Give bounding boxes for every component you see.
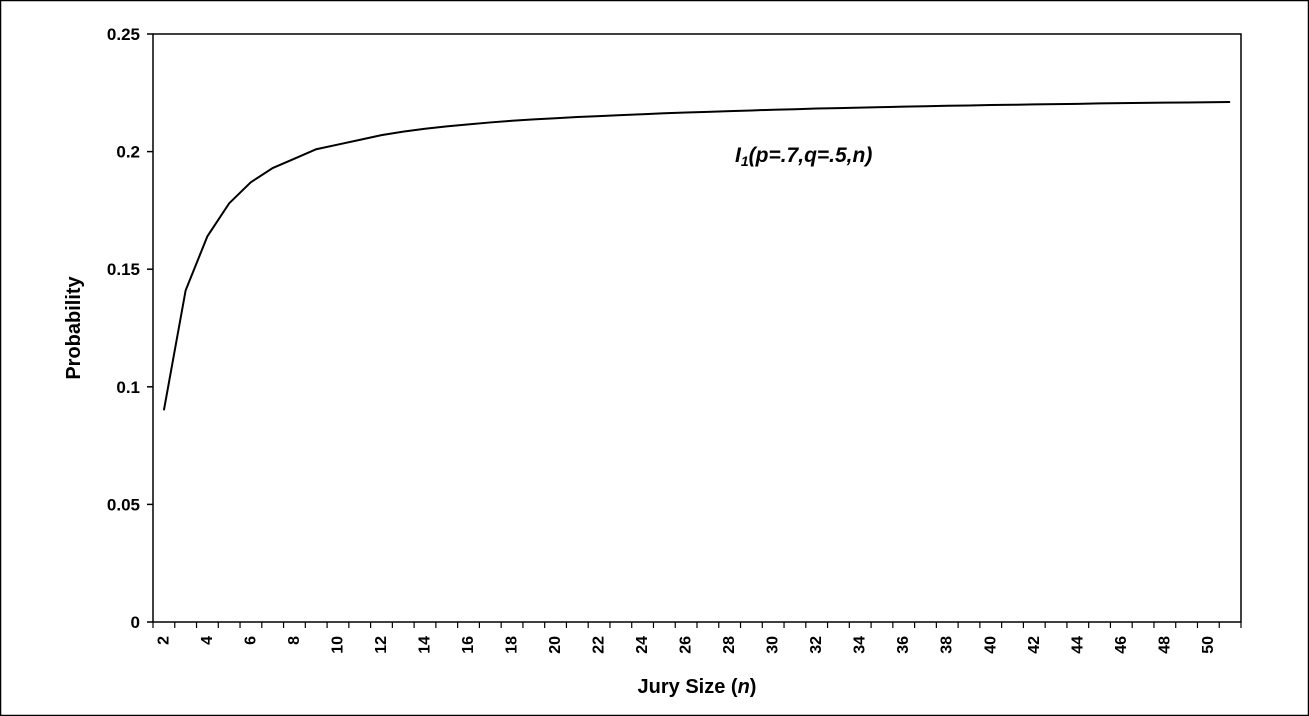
x-axis-title-variable: n: [738, 676, 750, 698]
annotation-subscript: 1: [741, 153, 749, 169]
x-tick-label: 12: [373, 636, 390, 654]
x-tick-label: 4: [199, 636, 216, 645]
x-tick-label: 30: [765, 636, 782, 654]
x-tick-label: 38: [939, 636, 956, 654]
x-axis-title: Jury Size (n): [638, 676, 757, 698]
x-tick-label: 14: [417, 636, 434, 654]
y-tick-label: 0.1: [116, 378, 140, 397]
x-tick-label: 32: [808, 636, 825, 654]
x-axis-title-suffix: ): [750, 676, 757, 698]
annotation-args: (p=.7,q=.5,n): [749, 144, 873, 167]
x-tick-label: 8: [286, 636, 303, 645]
series-annotation: I1(p=.7,q=.5,n): [735, 144, 872, 169]
x-tick-label: 40: [982, 636, 999, 654]
x-tick-label: 48: [1156, 636, 1173, 654]
x-tick-label: 50: [1200, 636, 1217, 654]
plot-area: 00.050.10.150.20.25 2 4 6 8 10 12 14 16 18 20 22 24…: [107, 25, 1242, 654]
x-tick-label: 16: [460, 636, 477, 654]
x-tick-label: 36: [895, 636, 912, 654]
x-tick-label: 22: [591, 636, 608, 654]
x-tick-label: 2: [155, 636, 172, 645]
x-tick-label: 6: [242, 636, 259, 645]
x-tick-label: 28: [721, 636, 738, 654]
x-tick-label: 42: [1026, 636, 1043, 654]
y-tick-label: 0: [131, 613, 140, 632]
series-line-probability: [162, 100, 1231, 411]
x-tick-label: 26: [678, 636, 695, 654]
x-tick-label: 20: [547, 636, 564, 654]
y-tick-label: 0.15: [107, 260, 140, 279]
y-tick-label: 0.2: [116, 143, 140, 162]
x-tick-label: 18: [504, 636, 521, 654]
y-axis: 0 0.05 0.1 0.15 0.2 0.25: [107, 25, 153, 632]
y-tick-label: 0.25: [107, 25, 140, 44]
x-tick-label: 10: [329, 636, 346, 654]
annotation-symbol: I: [735, 144, 742, 167]
x-tick-label: 44: [1069, 636, 1086, 654]
x-axis-title-prefix: Jury Size (: [638, 676, 738, 698]
y-axis-title: Probability: [63, 275, 85, 379]
x-axis: 2 4 6 8 10 12 14 16 18 20 22 24 26 28 30 32 34 36 38 40 42 44…: [152, 622, 1242, 654]
x-tick-label: 46: [1113, 636, 1130, 654]
x-tick-label: 24: [634, 636, 651, 654]
x-tick-label: 34: [852, 636, 869, 654]
y-tick-label: 0.05: [107, 495, 140, 514]
